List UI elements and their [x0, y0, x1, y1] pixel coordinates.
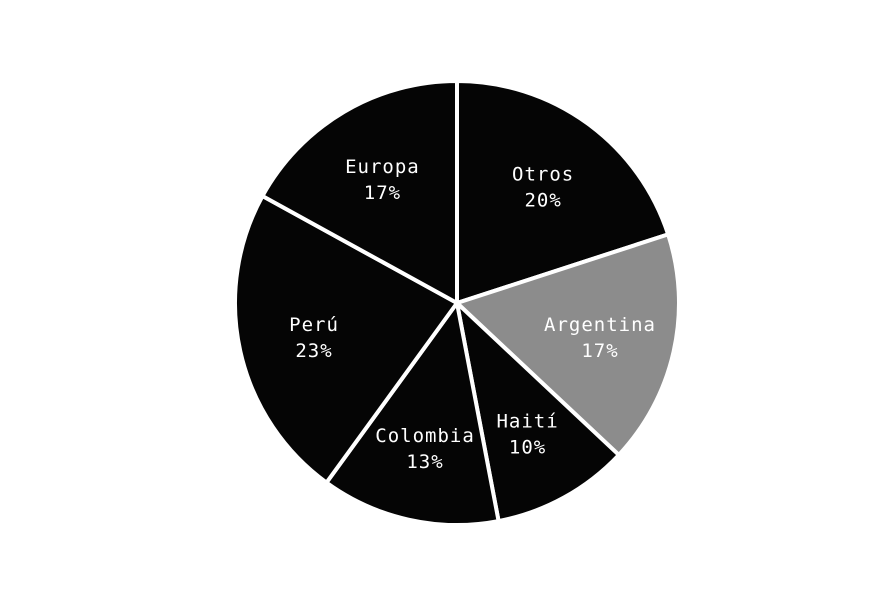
slice-percent-label: 10% — [509, 436, 546, 458]
slice-label: Colombia — [375, 425, 475, 447]
pie-slice-europa — [260, 79, 459, 305]
slice-percent-label: 17% — [581, 340, 618, 362]
pie-slice-otros — [455, 79, 671, 305]
slice-percent-label: 13% — [406, 451, 443, 473]
slice-label: Otros — [512, 163, 574, 185]
slice-label: Europa — [345, 156, 420, 178]
slice-label: Haití — [496, 410, 558, 432]
pie-slice-colombia — [324, 301, 501, 527]
slice-percent-label: 20% — [524, 189, 561, 211]
slice-label: Argentina — [544, 314, 656, 336]
pie-slice-argentina — [455, 232, 681, 457]
pie-slices — [233, 79, 681, 527]
pie-slice-peru — [233, 194, 459, 485]
slice-percent-label: 17% — [364, 182, 401, 204]
slice-percent-label: 23% — [295, 340, 332, 362]
pie-labels: Otros 20% Argentina 17% Haití 10% Colombia 13% P… — [289, 156, 656, 473]
slice-label: Perú — [289, 314, 339, 336]
pie-slice-haiti — [455, 301, 621, 524]
